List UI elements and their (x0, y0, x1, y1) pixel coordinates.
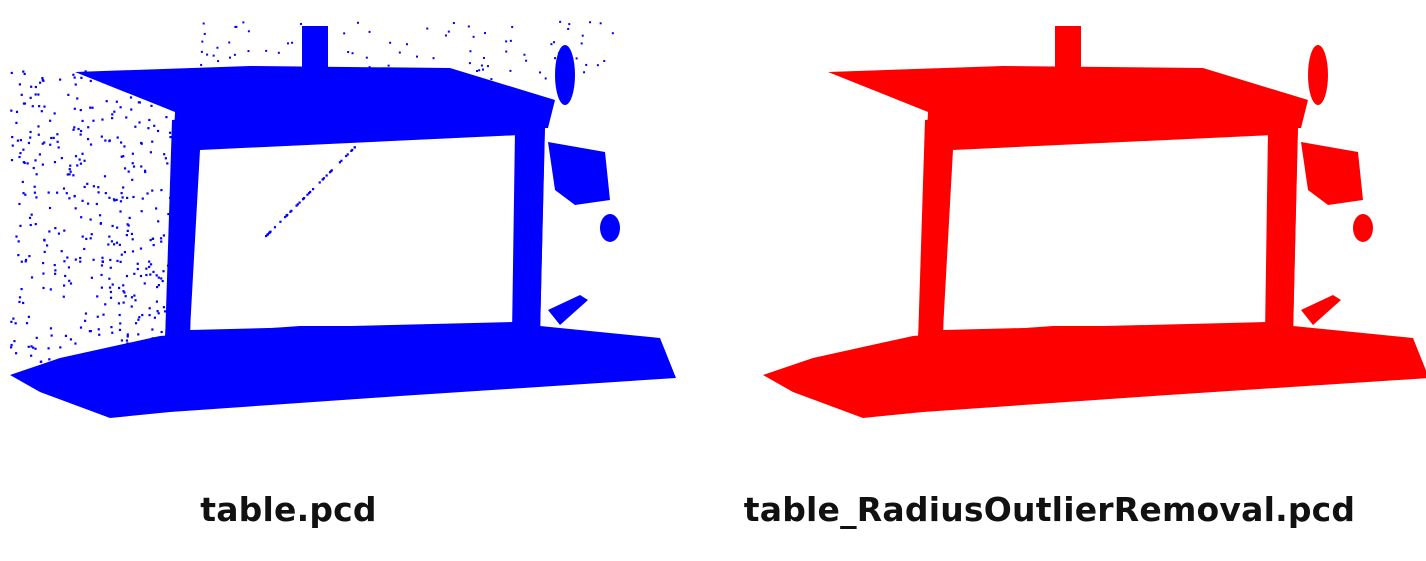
upper-right-object (555, 45, 575, 105)
table-frame (918, 112, 1298, 340)
foot-object (548, 295, 588, 325)
right-leg (512, 128, 545, 335)
side-object (1301, 142, 1363, 205)
outlier-points (10, 20, 614, 372)
floor-points (10, 326, 676, 418)
filtered-cloud-panel: table_RadiusOutlierRemoval.pcd (713, 0, 1426, 561)
original-cloud-caption: table.pcd (200, 490, 377, 529)
side-object (548, 142, 610, 205)
filtered-point-cloud-image (763, 26, 1426, 418)
small-object (1353, 214, 1373, 242)
foot-object (1301, 295, 1341, 325)
left-leg (165, 118, 195, 342)
right-leg (1265, 128, 1298, 335)
original-cloud-panel: table.pcd (10, 20, 676, 529)
small-object (600, 214, 620, 242)
floor-points (763, 326, 1426, 418)
cup-on-table (302, 26, 328, 86)
original-point-cloud-image (10, 20, 676, 418)
filtered-cloud-caption: table_RadiusOutlierRemoval.pcd (743, 490, 1356, 529)
left-leg (918, 118, 948, 342)
table-point-cloud (10, 20, 676, 418)
upper-right-object (1308, 45, 1328, 105)
table-point-cloud-filtered (763, 26, 1426, 418)
table-frame (165, 112, 545, 340)
cup-on-table (1055, 26, 1081, 86)
